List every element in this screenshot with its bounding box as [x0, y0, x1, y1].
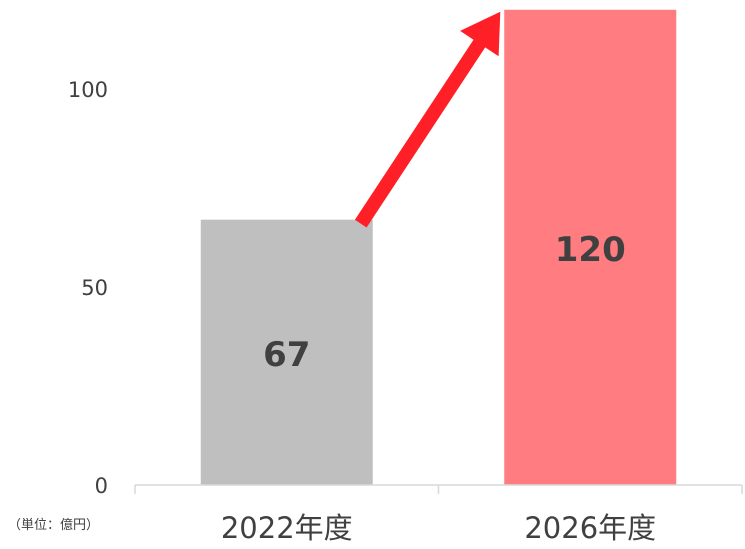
bars-group [200, 9, 677, 486]
data-labels-group: 67 120 [263, 230, 626, 375]
y-tick-label-50: 50 [81, 276, 108, 300]
y-tick-label-0: 0 [95, 474, 108, 498]
category-labels-group: 2022年度 2026年度 [221, 511, 656, 545]
unit-note: （単位：億円） [8, 517, 99, 533]
growth-arrow [354, 11, 501, 228]
y-tick-label-100: 100 [68, 78, 108, 102]
growth-arrow-shape [354, 11, 501, 228]
bar-1 [504, 9, 677, 486]
bar-0 [200, 219, 373, 485]
y-axis-tick-labels: 0 50 100 [68, 78, 108, 498]
x-axis-ticks [134, 485, 743, 494]
category-label-1: 2026年度 [524, 511, 656, 545]
data-label-0: 67 [263, 335, 310, 375]
data-label-1: 120 [555, 230, 626, 270]
category-label-0: 2022年度 [221, 511, 353, 545]
